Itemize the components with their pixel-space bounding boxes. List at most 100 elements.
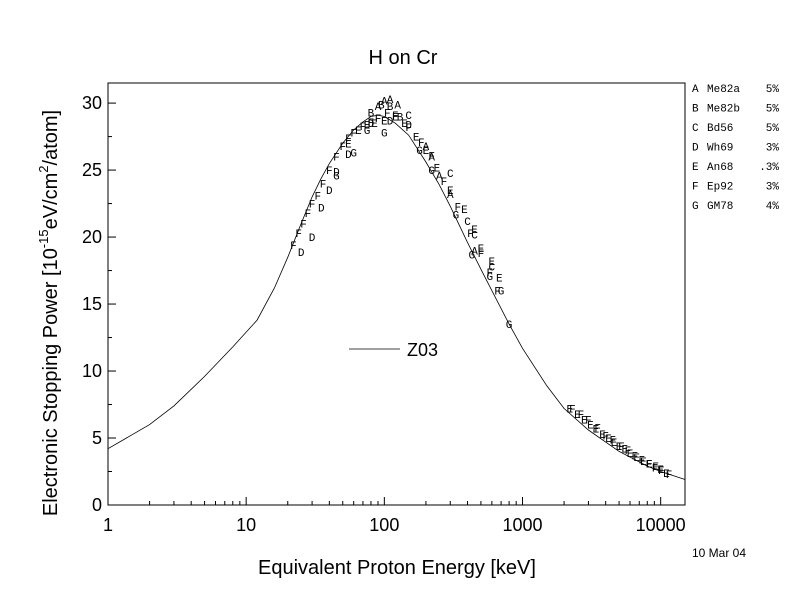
data-point-e: E [461,205,468,217]
data-point-d: D [309,233,316,245]
data-point-f: F [478,249,485,261]
data-point-f: F [350,129,357,141]
data-point-f: F [652,463,659,475]
data-point-a: A [381,96,388,108]
data-point-d: D [318,204,325,216]
data-point-c: C [489,263,496,275]
legend-name: Me82b [707,104,740,116]
y-label-unit-end: /atom] [40,110,62,166]
data-point-e: E [401,119,408,131]
y-label-exponent-2: 2 [36,165,51,172]
data-point-f: F [645,459,652,471]
data-point-d: D [405,121,412,133]
y-label-unit: eV/cm [40,173,62,230]
legend-symbol: D [692,143,699,155]
data-point-e: E [616,442,623,454]
data-point-e: E [587,421,594,433]
data-point-e: E [413,133,420,145]
legend: A Me82a 5% B Me82b 5% C Bd56 5% D Wh69 3% E An68 .3% F E… [692,84,779,213]
data-point-f: F [305,209,312,221]
legend-symbol: C [692,123,699,135]
data-point-b: B [368,108,375,120]
data-point-e: E [489,257,496,269]
data-point-f: F [309,200,316,212]
data-point-f: F [467,229,474,241]
x-tick-label: 10000 [636,515,686,535]
curve-legend-label: Z03 [407,340,438,360]
legend-name: An68 [707,162,733,174]
y-tick-label: 10 [82,361,102,381]
data-point-e: E [657,465,664,477]
data-point-a: A [387,95,394,107]
y-tick-label: 30 [82,93,102,113]
data-point-c: C [464,217,471,229]
y-label-exponent: -15 [36,229,51,248]
data-point-e: E [423,146,430,158]
data-point-c: C [447,169,454,181]
data-point-b: B [378,100,385,112]
data-point-f: F [454,202,461,214]
data-point-d: D [387,117,394,129]
legend-uncertainty: 5% [766,123,780,135]
data-point-f: F [618,442,625,454]
data-point-f: F [494,287,501,299]
x-tick-label: 1 [103,515,113,535]
data-point-f: F [360,122,367,134]
data-point-f: F [418,138,425,150]
data-point-f: F [666,470,673,482]
data-point-e: E [345,139,352,151]
data-point-e: E [574,410,581,422]
x-axis-label: Equivalent Proton Energy [keV] [258,557,536,579]
chart-title: H on Cr [369,47,438,69]
legend-uncertainty: 5% [766,104,780,116]
data-point-f: F [632,451,639,463]
data-point-e: E [627,449,634,461]
legend-symbol: F [692,182,699,194]
data-point-g: G [469,250,476,262]
data-point-f: F [392,111,399,123]
data-point-d: D [368,119,375,131]
data-point-f: F [295,229,302,241]
legend-uncertainty: 3% [766,182,780,194]
data-point-f: F [569,405,576,417]
legend-name: Bd56 [707,123,733,135]
data-point-b: B [387,102,394,114]
y-tick-labels: 0 5 10 15 20 25 30 [82,93,102,515]
data-point-f: F [441,177,448,189]
data-point-e: E [640,457,647,469]
axis-ticks [107,102,662,506]
legend-name: Wh69 [707,143,733,155]
z03-curve [107,114,686,480]
data-point-g: G [453,210,460,222]
data-point-f: F [602,431,609,443]
data-point-e: E [581,415,588,427]
legend-uncertainty: 4% [766,201,780,213]
data-point-e: E [652,462,659,474]
data-point-e: E [478,244,485,256]
data-point-g: G [506,320,513,332]
legend-symbol: A [692,84,699,96]
data-point-f: F [638,455,645,467]
data-point-c: C [471,230,478,242]
data-point-e: E [364,121,371,133]
y-axis-label: Electronic Stopping Power [10-15eV/cm2/a… [36,110,62,516]
x-tick-label: 10 [236,515,256,535]
data-point-g: G [381,129,388,141]
legend-symbol: E [692,162,699,174]
data-point-e: E [447,186,454,198]
data-point-e: E [599,430,606,442]
data-point-f: F [609,435,616,447]
data-point-d: D [326,186,333,198]
data-point-f: F [290,241,297,253]
x-tick-label: 100 [369,515,399,535]
data-point-g: G [428,166,435,178]
legend-uncertainty: .3% [759,162,779,174]
data-point-f: F [594,423,601,435]
data-point-a: A [428,153,435,165]
legend-uncertainty: 5% [766,84,780,96]
y-tick-label: 15 [82,294,102,314]
data-point-a: A [447,190,454,202]
y-tick-label: 25 [82,160,102,180]
data-point-f: F [487,268,494,280]
